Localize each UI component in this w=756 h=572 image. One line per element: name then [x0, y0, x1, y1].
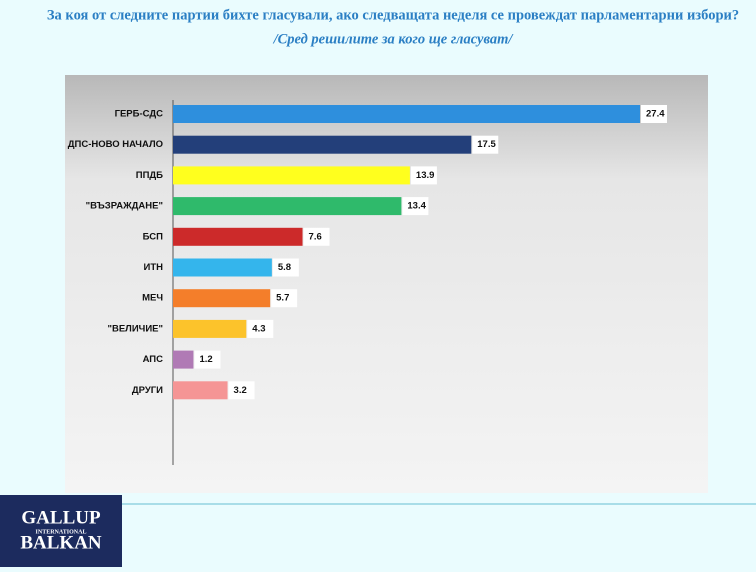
logo-middle: INTERNATIONAL	[36, 529, 87, 535]
bar	[173, 166, 410, 185]
value-label-bg	[228, 381, 255, 400]
value-label: 13.4	[407, 201, 426, 212]
category-label: ГЕРБ-СДС	[115, 109, 164, 120]
logo-top: GALLUP	[21, 507, 101, 528]
category-label: АПС	[143, 354, 164, 365]
category-label: ИТН	[144, 262, 164, 273]
category-label: ДРУГИ	[132, 385, 163, 396]
value-label-bg	[194, 350, 221, 369]
logo-box	[0, 495, 122, 567]
value-label-bg	[402, 197, 429, 216]
bar	[173, 227, 303, 246]
bar	[173, 135, 472, 154]
chart-subtitle: /Сред решилите за кого ще гласуват/	[273, 31, 515, 47]
category-label: ДПС-НОВО НАЧАЛО	[68, 139, 163, 150]
value-label: 4.3	[252, 323, 265, 334]
category-label: "ВЕЛИЧИЕ"	[107, 323, 163, 334]
value-label-bg	[271, 289, 298, 308]
value-label: 5.7	[276, 293, 289, 304]
value-label: 5.8	[278, 262, 291, 273]
value-label-bg	[410, 166, 437, 185]
chart-title: За коя от следните партии бихте гласувал…	[47, 7, 739, 23]
bar	[173, 319, 247, 338]
category-label: МЕЧ	[142, 293, 163, 304]
bars: ГЕРБ-СДС 27.4 ДПС-НОВО НАЧАЛО 17.5 ППДБ 13.9 "…	[68, 105, 667, 400]
value-label: 7.6	[309, 231, 322, 242]
value-label: 27.4	[646, 109, 665, 120]
logo-bottom: BALKAN	[20, 532, 102, 553]
value-label: 1.2	[199, 354, 212, 365]
bar	[173, 197, 402, 216]
value-label-bg	[272, 258, 299, 277]
value-label: 13.9	[416, 170, 435, 181]
category-label: "ВЪЗРАЖДАНЕ"	[86, 201, 163, 212]
bar	[173, 258, 272, 277]
value-label-bg	[472, 135, 499, 154]
category-label: БСП	[143, 231, 164, 242]
value-label: 17.5	[477, 139, 496, 150]
bar	[173, 381, 228, 400]
value-label-bg	[303, 227, 330, 246]
bar	[173, 289, 271, 308]
category-label: ППДБ	[136, 170, 163, 181]
bar	[173, 105, 640, 123]
bar	[173, 350, 194, 369]
value-label-bg	[641, 105, 667, 123]
value-label: 3.2	[234, 385, 247, 396]
value-label-bg	[247, 319, 274, 338]
